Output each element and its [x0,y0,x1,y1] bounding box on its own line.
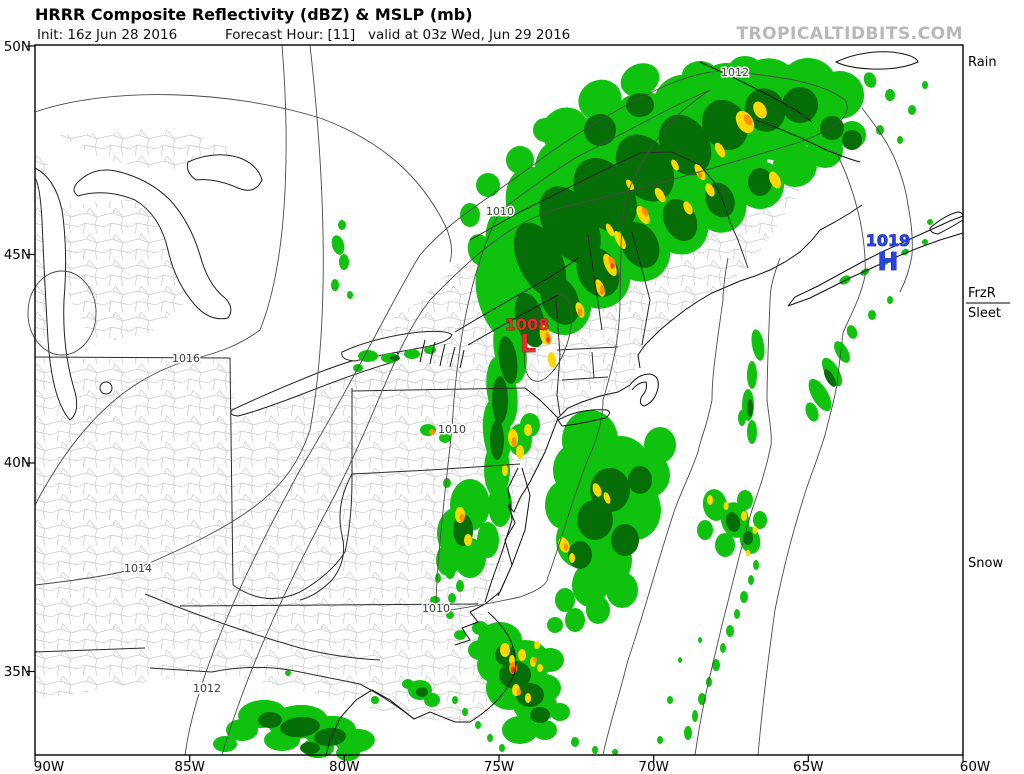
lon-axis-labels: 90W 85W 80W 75W 70W 65W 60W [34,759,991,774]
lat-label: 40N [4,455,31,471]
lon-label: 75W [484,759,515,774]
isobar-1016-closed-west [27,270,97,356]
lon-label: 70W [638,759,669,774]
radar-reflectivity-layer [213,56,933,761]
gulf-st-lawrence-shores [699,61,861,163]
isobar-label: 1016 [172,352,200,365]
isobar-label: 1010 [422,602,450,615]
prince-edward-island [834,51,919,70]
isobar-label: 1014 [124,562,152,575]
isobar-label: 1012 [721,66,749,79]
coast-delmarva-chesapeake [484,467,531,605]
long-island [557,409,611,427]
watermark: TROPICALTIDBITS.COM [736,24,963,44]
precip-type-legend: Rain FrzR Sleet Snow [966,55,1010,571]
isobar-1014 [34,44,324,586]
low-pressure-symbol: L [520,329,536,358]
radar-red-cores [511,263,614,674]
lat-label: 35N [4,664,31,680]
lon-label: 60W [960,759,991,774]
lat-label: 50N [4,39,31,55]
isobar-east-3 [757,151,866,756]
isobar-1016 [34,44,287,506]
lat-label: 45N [4,247,31,263]
isobar-label: 1010 [438,423,466,436]
coast-new-england [557,373,659,419]
page-title: HRRR Composite Reflectivity (dBZ) & MSLP… [35,5,473,24]
isobar-1010-loop [435,89,711,612]
map-frame-and-axes: 50N 45N 40N 35N 90W 85W 80W 75W 70W 65W … [4,39,991,774]
pressure-centers: 1008 L 1019 H [504,231,911,359]
st-lawrence-river [454,257,579,346]
finger-lakes [419,339,465,369]
header: HRRR Composite Reflectivity (dBZ) & MSLP… [35,5,963,44]
coast-outer-banks [325,611,517,756]
precip-type-snow-label: Snow [968,556,1003,571]
state-boundaries [34,151,749,720]
radar-orange-cells [429,114,753,696]
lon-label: 85W [174,759,205,774]
nova-scotia-north-shore [787,215,964,307]
isobar-east-1 [602,257,729,756]
isobar-1012-trough [184,70,848,756]
isobar-east-4 [861,107,913,293]
lon-label: 90W [34,759,65,774]
precip-type-sleet-label: Sleet [968,306,1001,321]
lat-axis-labels: 50N 45N 40N 35N [4,39,31,680]
lon-label: 80W [329,759,360,774]
precip-type-frzr-label: FrzR [968,286,996,301]
init-time-label: Init: 16z Jun 28 2016 [37,27,177,43]
isobar-label: 1012 [193,682,221,695]
low-pressure-value: 1008 [505,315,550,334]
isobar-1008-center [523,294,573,382]
georgian-bay [186,154,263,191]
high-pressure-value: 1019 [866,231,911,250]
coast-carolina-sounds [454,603,486,646]
isobar-labels: 1012 1010 1016 1010 1014 1010 1012 [123,65,751,697]
isobar-1014-north-arc [34,94,453,263]
lake-st-clair [99,381,113,395]
isobar-east-2 [694,257,781,756]
coast-maine [637,204,863,369]
valid-time-label: valid at 03z Wed, Jun 29 2016 [368,27,570,43]
isobar-layer [27,44,913,756]
isobar-label: 1010 [486,205,514,218]
coastlines [325,51,964,756]
lon-label: 65W [793,759,824,774]
precip-type-rain-label: Rain [968,55,997,70]
axis-ticks [27,45,964,762]
lake-huron [73,169,232,320]
forecast-hour-label: Forecast Hour: [11] [225,27,355,43]
high-pressure-symbol: H [878,247,899,276]
nova-scotia-south-shore [787,232,964,307]
